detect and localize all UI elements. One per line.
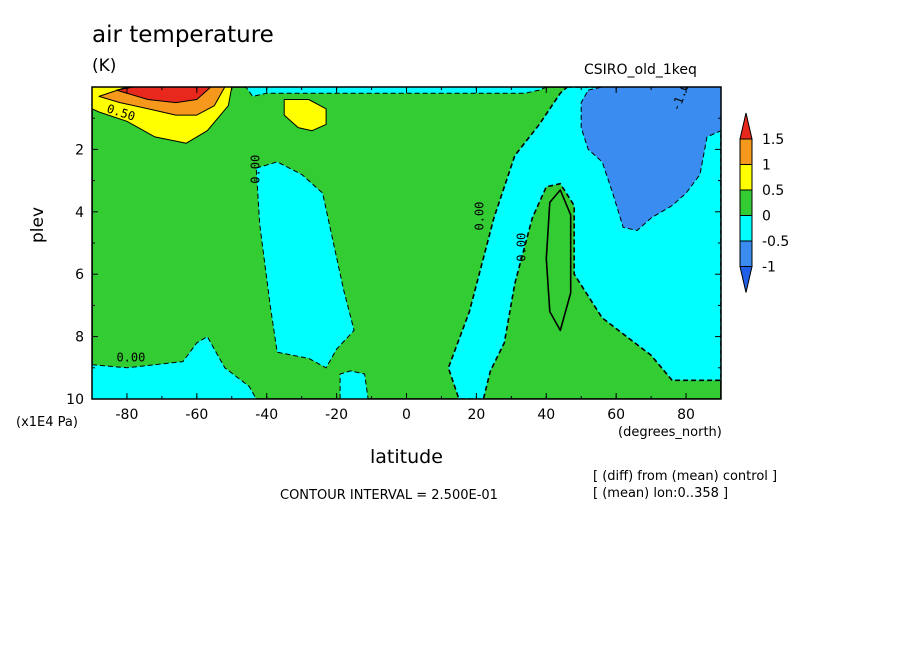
x-axis-label: latitude bbox=[370, 446, 443, 468]
x-tick-label: 60 bbox=[607, 407, 625, 423]
colorbar-arrow-top bbox=[739, 112, 753, 140]
contour-region-9 bbox=[283, 99, 327, 132]
chart-title: air temperature bbox=[92, 22, 274, 48]
colorbar-label: -0.5 bbox=[762, 234, 789, 250]
colorbar-label: 0 bbox=[762, 209, 771, 225]
contour-label: 0.00 bbox=[472, 202, 486, 231]
x-tick-label: -80 bbox=[116, 407, 139, 423]
contour-region-5 bbox=[203, 87, 547, 97]
y-tick-label: 10 bbox=[66, 392, 84, 408]
colorbar-segment bbox=[739, 215, 753, 242]
x-tick-label: -20 bbox=[325, 407, 348, 423]
colorbar-label: 0.5 bbox=[762, 183, 784, 199]
x-tick-label: -40 bbox=[255, 407, 278, 423]
colorbar-label: 1.5 bbox=[762, 132, 784, 148]
x-tick-label: 40 bbox=[537, 407, 555, 423]
mean-note: [ (mean) lon:0..358 ] bbox=[593, 486, 729, 501]
x-tick-label: 80 bbox=[677, 407, 695, 423]
contour-interval-text: CONTOUR INTERVAL = 2.500E-01 bbox=[280, 488, 498, 503]
contour-label: 0.00 bbox=[116, 351, 145, 365]
x-tick-label: 20 bbox=[467, 407, 485, 423]
colorbar-segment bbox=[739, 138, 753, 165]
colorbar-label: 1 bbox=[762, 158, 771, 174]
model-label: CSIRO_old_1keq bbox=[584, 62, 697, 78]
contour-region-2 bbox=[92, 336, 257, 399]
contour-label: 0.00 bbox=[514, 233, 528, 262]
colorbar-label: -1 bbox=[762, 260, 776, 276]
colorbar-arrow-bottom bbox=[739, 266, 753, 293]
y-tick-label: 4 bbox=[75, 205, 84, 221]
y-tick-label: 6 bbox=[75, 267, 84, 283]
diff-note: [ (diff) from (mean) control ] bbox=[593, 469, 778, 484]
colorbar-segment bbox=[739, 240, 753, 267]
contour-region-7 bbox=[580, 87, 721, 231]
y-axis-units: (x1E4 Pa) bbox=[16, 415, 78, 430]
chart-units: (K) bbox=[92, 56, 117, 76]
x-axis-units: (degrees_north) bbox=[618, 425, 722, 440]
y-tick-label: 8 bbox=[75, 330, 84, 346]
contour-region-4 bbox=[339, 370, 369, 399]
contour-region-3 bbox=[255, 161, 355, 369]
contour-region-11 bbox=[116, 87, 212, 104]
colorbar-segment bbox=[739, 189, 753, 216]
contour-label: 0.00 bbox=[249, 155, 263, 184]
x-tick-label: -60 bbox=[185, 407, 208, 423]
x-tick-label: 0 bbox=[402, 407, 411, 423]
contour-regions: 0.500.000.000.00-1.000.00 bbox=[92, 87, 721, 399]
y-tick-label: 2 bbox=[75, 142, 84, 158]
contour-region-6 bbox=[545, 189, 572, 332]
colorbar-segment bbox=[739, 164, 753, 191]
